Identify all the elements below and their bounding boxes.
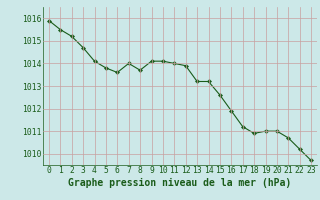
X-axis label: Graphe pression niveau de la mer (hPa): Graphe pression niveau de la mer (hPa)	[68, 178, 292, 188]
